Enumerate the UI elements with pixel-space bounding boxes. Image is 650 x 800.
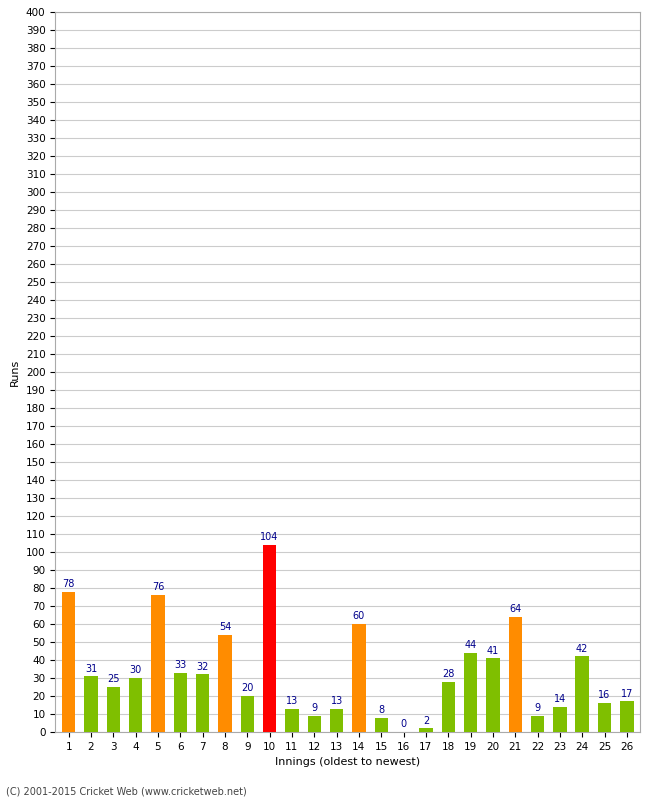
Text: 0: 0 xyxy=(400,719,407,730)
Y-axis label: Runs: Runs xyxy=(10,358,20,386)
Bar xyxy=(84,676,98,732)
Bar xyxy=(307,716,321,732)
Text: 64: 64 xyxy=(509,604,521,614)
Text: 42: 42 xyxy=(576,644,588,654)
Text: 8: 8 xyxy=(378,705,384,715)
Bar xyxy=(441,682,455,732)
Text: 2: 2 xyxy=(422,716,429,726)
Text: 14: 14 xyxy=(554,694,566,704)
Bar xyxy=(263,545,276,732)
Bar xyxy=(330,709,343,732)
Text: 41: 41 xyxy=(487,646,499,655)
Text: 30: 30 xyxy=(129,666,142,675)
Text: 78: 78 xyxy=(62,579,75,589)
Text: 16: 16 xyxy=(599,690,610,701)
Text: 32: 32 xyxy=(196,662,209,672)
Text: 31: 31 xyxy=(85,663,97,674)
Bar xyxy=(598,703,611,732)
Bar xyxy=(464,653,477,732)
Text: 13: 13 xyxy=(330,696,343,706)
Text: 20: 20 xyxy=(241,683,254,694)
Bar xyxy=(196,674,209,732)
X-axis label: Innings (oldest to newest): Innings (oldest to newest) xyxy=(275,758,421,767)
Bar xyxy=(374,718,388,732)
Bar xyxy=(285,709,298,732)
Bar xyxy=(575,656,589,732)
Bar xyxy=(218,635,231,732)
Text: 28: 28 xyxy=(442,669,454,679)
Bar xyxy=(107,687,120,732)
Bar xyxy=(151,595,164,732)
Bar xyxy=(62,592,75,732)
Bar xyxy=(174,673,187,732)
Bar xyxy=(352,624,365,732)
Bar xyxy=(486,658,500,732)
Text: 9: 9 xyxy=(534,703,541,713)
Bar xyxy=(419,728,433,732)
Bar xyxy=(531,716,544,732)
Text: 60: 60 xyxy=(353,611,365,622)
Text: 104: 104 xyxy=(261,532,279,542)
Bar xyxy=(129,678,142,732)
Bar xyxy=(620,702,634,732)
Text: 54: 54 xyxy=(219,622,231,632)
Bar xyxy=(240,696,254,732)
Text: 25: 25 xyxy=(107,674,120,684)
Text: 44: 44 xyxy=(465,640,476,650)
Text: 76: 76 xyxy=(151,582,164,593)
Text: 33: 33 xyxy=(174,660,187,670)
Text: (C) 2001-2015 Cricket Web (www.cricketweb.net): (C) 2001-2015 Cricket Web (www.cricketwe… xyxy=(6,786,247,796)
Bar xyxy=(508,617,522,732)
Text: 9: 9 xyxy=(311,703,317,713)
Bar xyxy=(553,707,567,732)
Text: 13: 13 xyxy=(286,696,298,706)
Text: 17: 17 xyxy=(621,689,633,698)
